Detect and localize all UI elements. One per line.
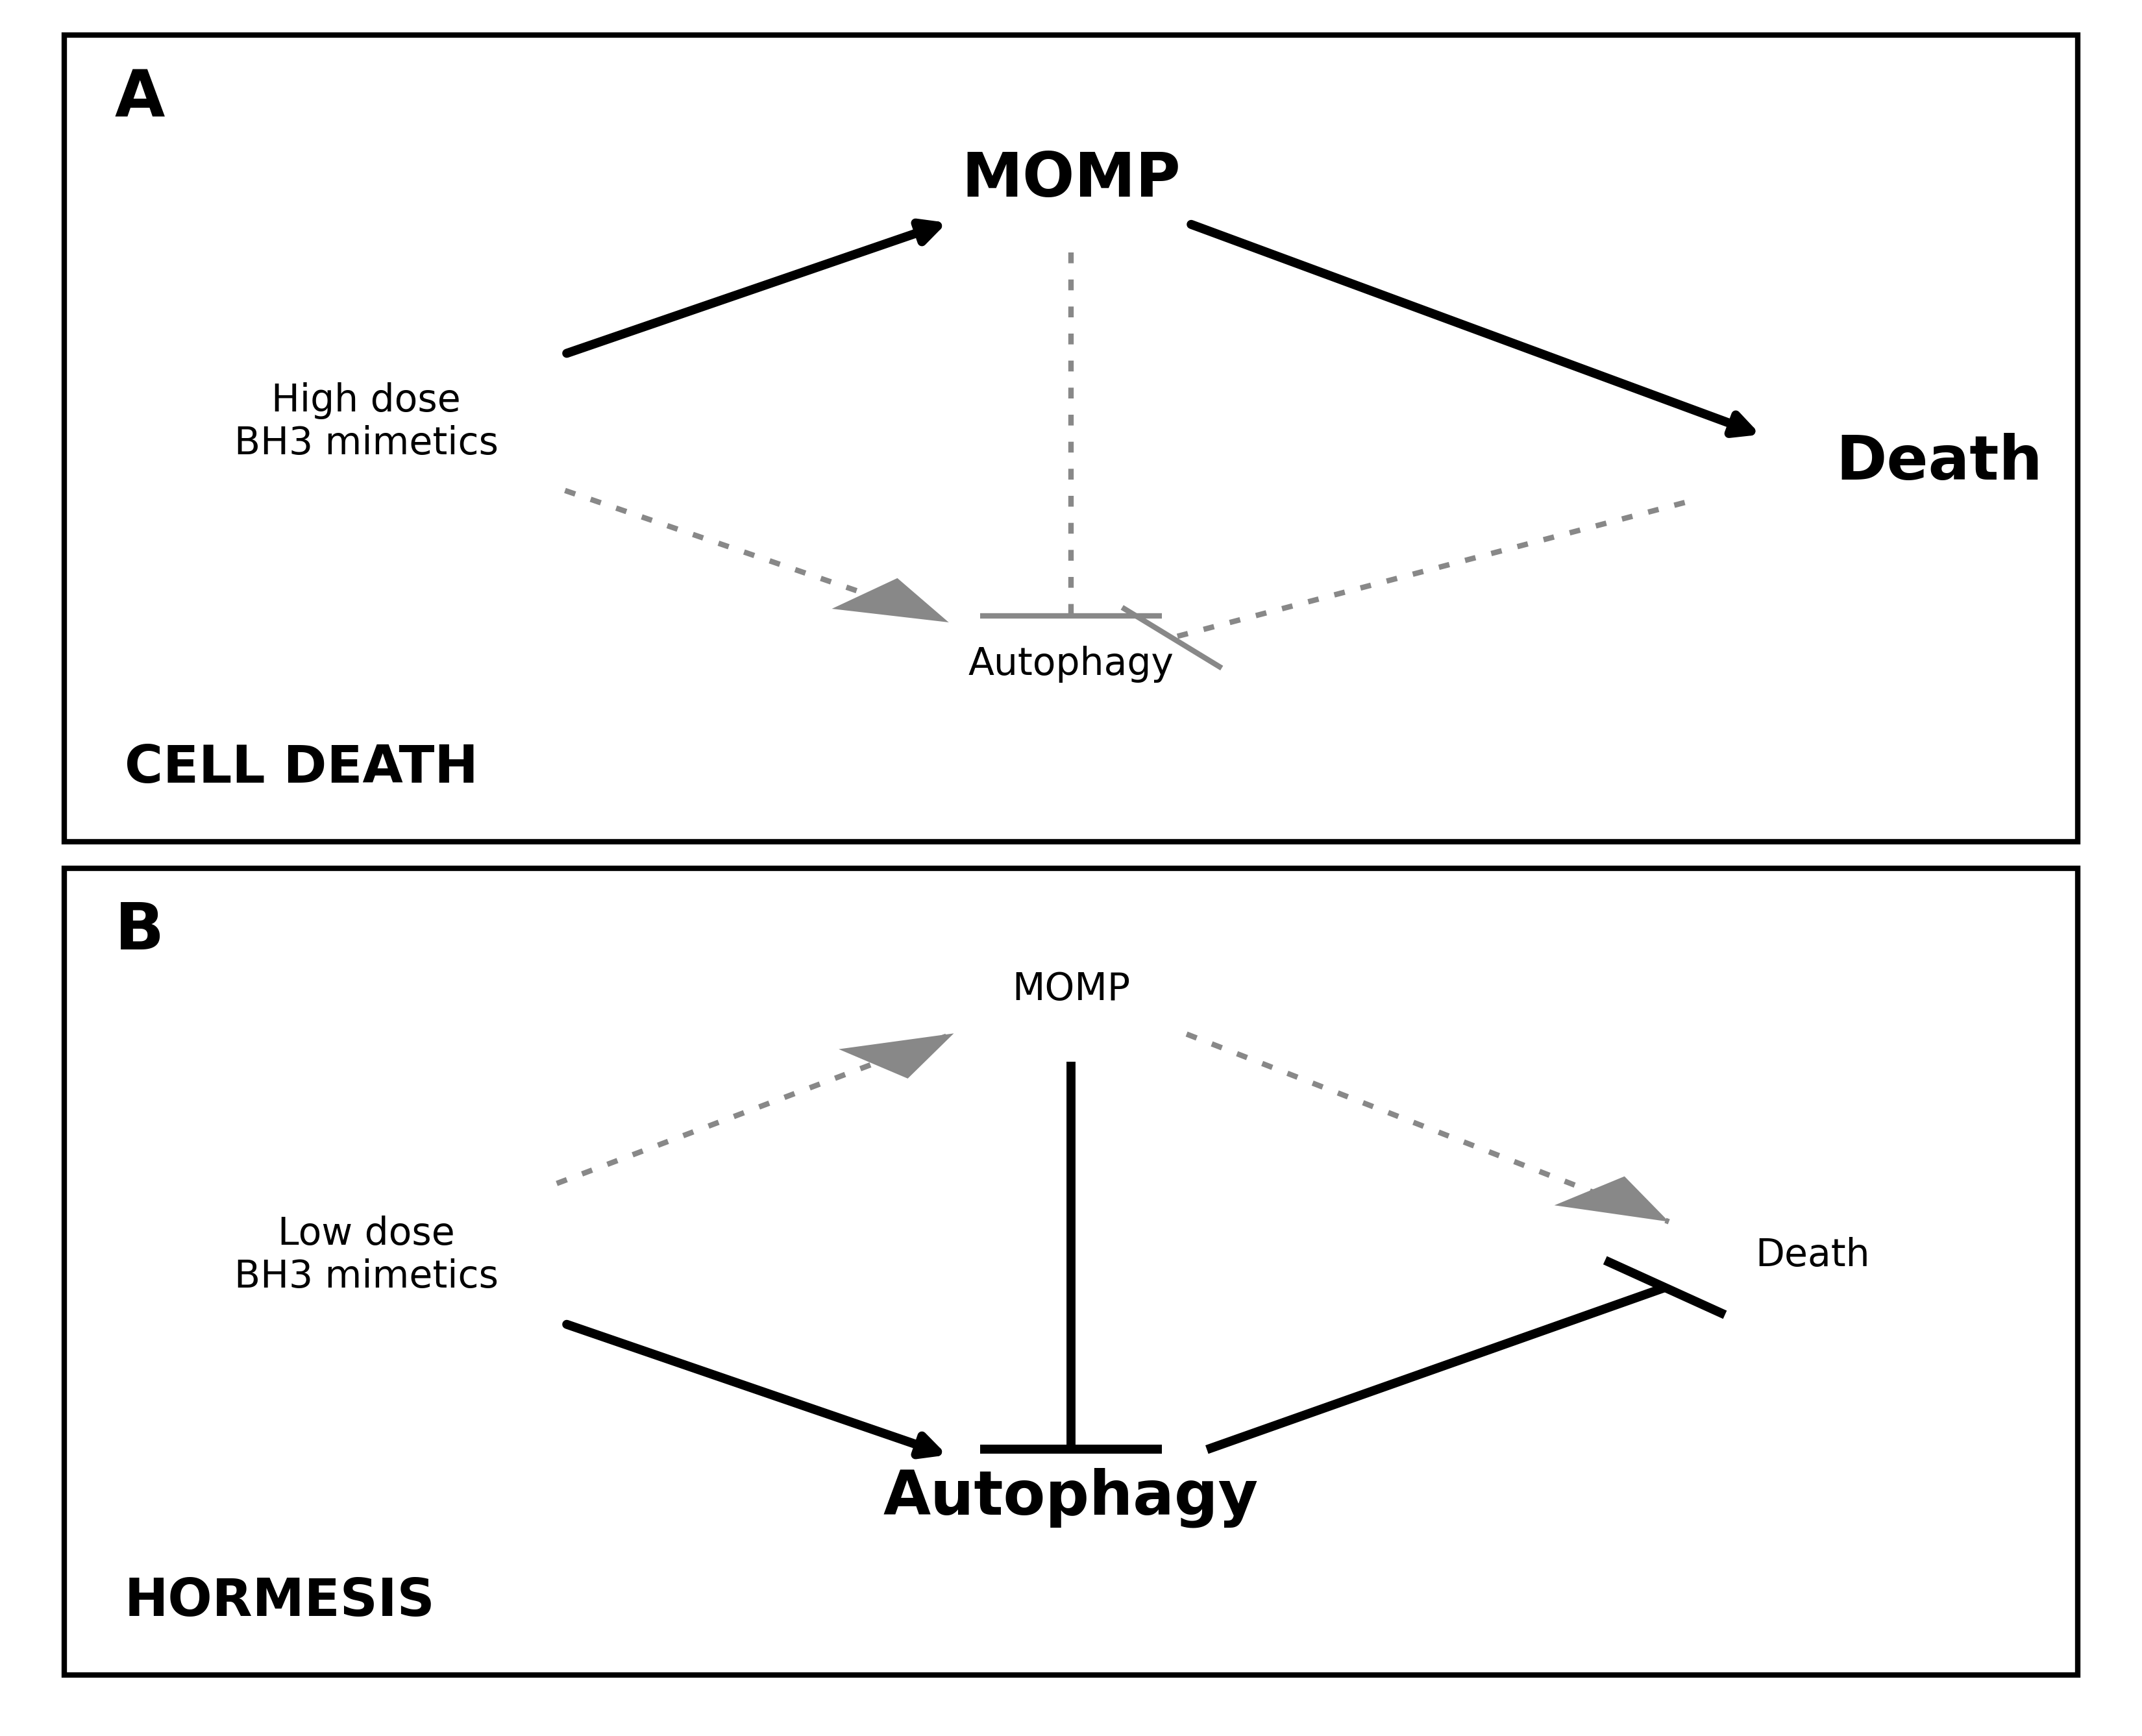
Text: CELL DEATH: CELL DEATH	[124, 743, 478, 793]
Text: Low dose
BH3 mimetics: Low dose BH3 mimetics	[233, 1215, 499, 1295]
Text: A: A	[116, 68, 165, 130]
Polygon shape	[840, 1033, 953, 1078]
Polygon shape	[1555, 1177, 1669, 1222]
Text: High dose
BH3 mimetics: High dose BH3 mimetics	[233, 382, 499, 462]
Polygon shape	[831, 578, 949, 621]
Text: Autophagy: Autophagy	[883, 1467, 1259, 1528]
Text: Autophagy: Autophagy	[968, 646, 1174, 682]
Text: HORMESIS: HORMESIS	[124, 1576, 435, 1627]
Text: MOMP: MOMP	[1011, 970, 1131, 1007]
Text: Death: Death	[1756, 1238, 1870, 1274]
Text: B: B	[116, 901, 165, 963]
Text: Death: Death	[1836, 432, 2043, 493]
Text: MOMP: MOMP	[962, 151, 1180, 210]
